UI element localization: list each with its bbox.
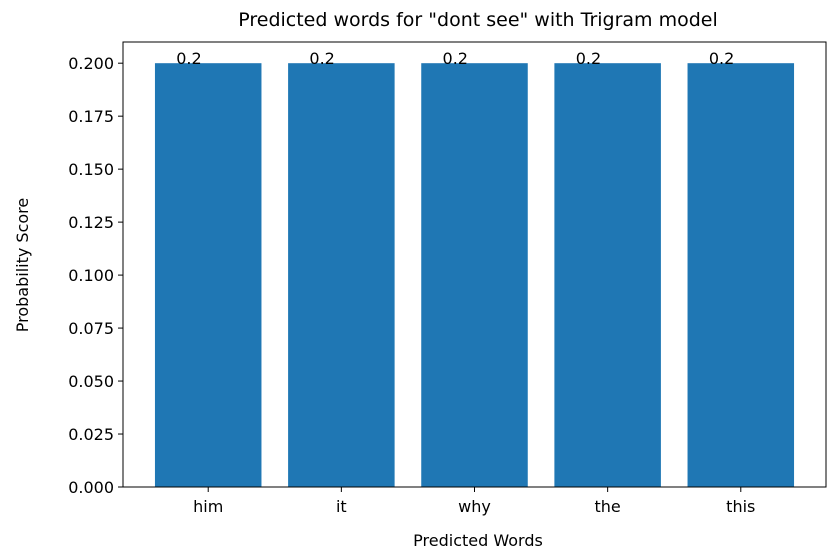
data-label: 0.2 [709, 49, 734, 68]
x-tick-label: this [726, 497, 755, 516]
chart-title: Predicted words for "dont see" with Trig… [238, 9, 718, 31]
y-tick-label: 0.200 [68, 54, 114, 73]
y-tick-label: 0.125 [68, 213, 114, 232]
bar [288, 63, 395, 487]
y-tick-label: 0.050 [68, 372, 114, 391]
bar [687, 63, 795, 487]
y-tick-label: 0.150 [68, 160, 114, 179]
bar [421, 63, 528, 487]
data-label: 0.2 [176, 49, 201, 68]
data-label: 0.2 [309, 49, 334, 68]
y-tick-label: 0.100 [68, 266, 114, 285]
y-tick-label: 0.025 [68, 425, 114, 444]
y-tick-label: 0.000 [68, 478, 114, 497]
y-tick-label: 0.175 [68, 107, 114, 126]
x-tick-label: the [595, 497, 621, 516]
x-tick-label: it [336, 497, 347, 516]
y-tick-label: 0.075 [68, 319, 114, 338]
data-label: 0.2 [576, 49, 601, 68]
x-tick-label: why [458, 497, 491, 516]
plot-frame [122, 41, 827, 488]
x-axis-label: Predicted Words [413, 531, 543, 550]
bar [554, 63, 661, 487]
bar [154, 63, 262, 487]
data-label: 0.2 [443, 49, 468, 68]
y-axis-label: Probability Score [13, 198, 32, 332]
x-tick-label: him [193, 497, 223, 516]
